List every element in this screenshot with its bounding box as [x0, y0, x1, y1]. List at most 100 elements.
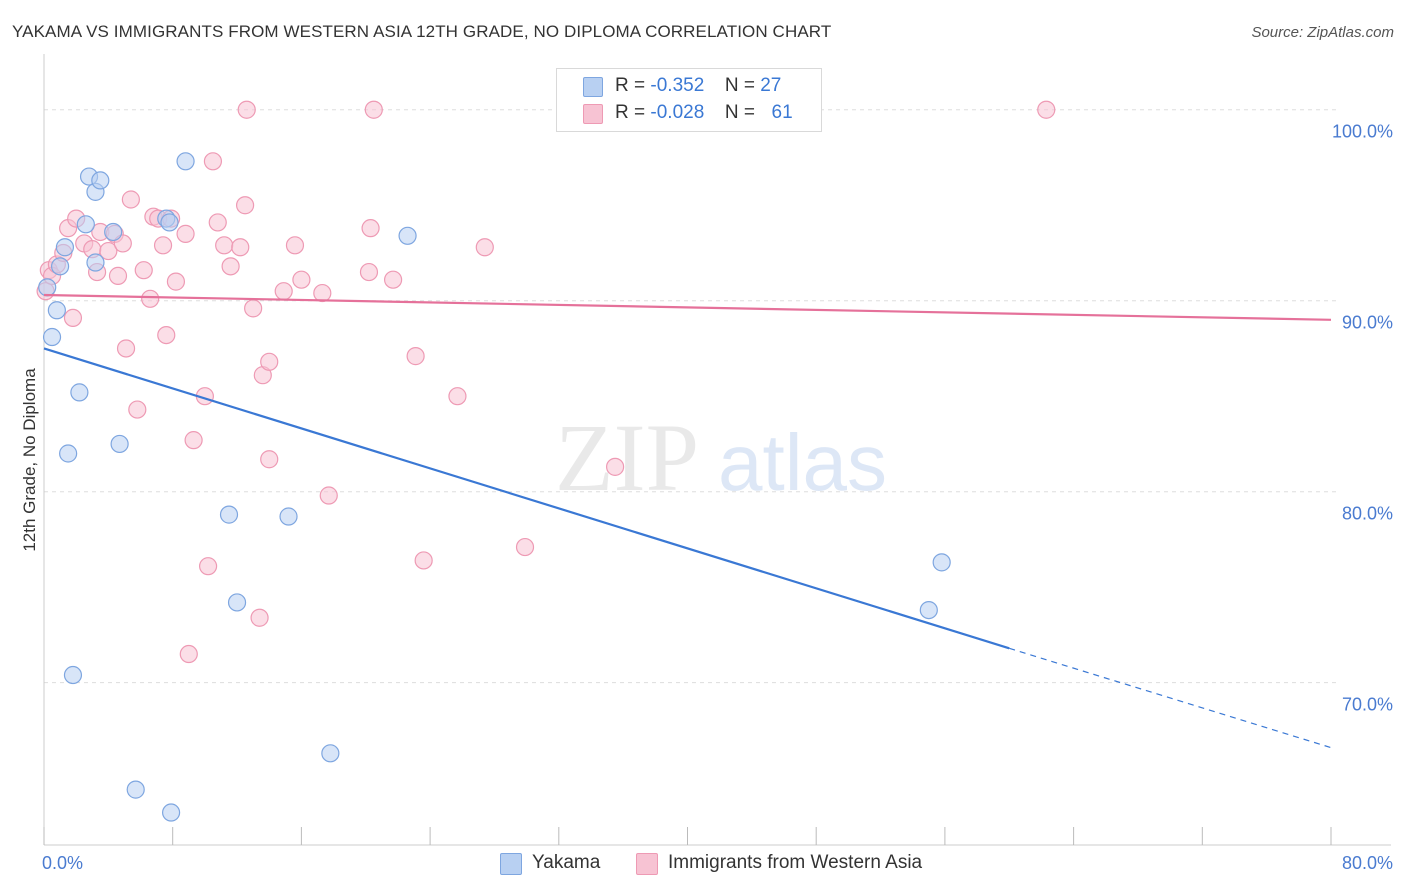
western-asia-point: [361, 219, 380, 238]
data-points: [36, 100, 1056, 822]
western-asia-point: [414, 551, 433, 570]
yakama-point: [104, 222, 123, 242]
yakama-point: [160, 213, 179, 232]
western-asia-point: [260, 450, 279, 469]
yakama-point: [126, 780, 145, 799]
western-asia-point: [260, 352, 279, 371]
yakama-point: [161, 803, 181, 822]
western-asia-legend-swatch: [636, 853, 658, 875]
yakama-point: [110, 434, 129, 454]
western-asia-point: [606, 457, 625, 476]
western-asia-point: [515, 537, 535, 557]
y-tick-label: 80.0%: [1342, 504, 1393, 524]
legend-n-label: N =: [724, 102, 755, 123]
western-asia-point: [231, 238, 250, 257]
watermark: ZIP atlas: [555, 404, 887, 511]
western-asia-swatch: [583, 104, 603, 124]
western-asia-point: [203, 152, 223, 171]
yakama-legend-swatch: [500, 853, 522, 875]
watermark-atlas: atlas: [718, 418, 887, 507]
western-asia-point: [448, 387, 467, 406]
tick-labels: 100.0% 90.0% 80.0% 70.0% 0.0% 80.0%: [42, 122, 1393, 873]
western-asia-point: [176, 224, 195, 243]
western-asia-point: [237, 100, 256, 119]
western-asia-point: [198, 557, 218, 576]
yakama-point: [63, 665, 83, 685]
yakama-point: [50, 257, 70, 276]
western-asia-point: [359, 262, 379, 282]
legend-n-value: 61: [771, 102, 793, 123]
yakama-point: [59, 444, 78, 463]
western-asia-point: [383, 270, 403, 289]
western-asia-point: [292, 270, 311, 289]
legend-n-label: N =: [724, 75, 755, 96]
western-asia-point: [1037, 100, 1056, 119]
series-legend-label: Immigrants from Western Asia: [668, 852, 923, 873]
western-asia-point: [121, 190, 140, 209]
watermark-zip: ZIP: [555, 404, 699, 511]
trend-lines: [43, 293, 1332, 749]
western-asia-point: [406, 347, 425, 366]
western-asia-point: [184, 431, 203, 450]
western-asia-point: [153, 236, 173, 255]
western-asia-point: [274, 282, 293, 301]
western-asia-point: [99, 241, 118, 261]
western-asia-point: [313, 283, 332, 303]
western-asia-point: [179, 644, 198, 664]
western-asia-point: [157, 325, 176, 345]
legend-row-western-asia: R = -0.028 N = 61: [557, 101, 821, 127]
yakama-point: [76, 215, 95, 234]
western-asia-trend-line: [43, 293, 1332, 321]
western-asia-point: [285, 236, 305, 255]
x-tick-label: 0.0%: [42, 853, 83, 873]
western-asia-point: [319, 486, 338, 505]
legend-r-value: -0.028: [650, 102, 705, 123]
yakama-trend-extension: [1009, 647, 1332, 749]
western-asia-point: [166, 272, 186, 291]
yakama-point: [919, 600, 938, 620]
yakama-point: [47, 301, 66, 320]
x-tick-label: 80.0%: [1342, 853, 1393, 873]
legend-n-value: 27: [760, 75, 782, 96]
yakama-point: [321, 744, 340, 763]
yakama-point: [279, 507, 298, 526]
yakama-point: [42, 327, 62, 347]
western-asia-point: [63, 308, 83, 328]
western-asia-point: [215, 236, 234, 255]
western-asia-point: [475, 238, 494, 257]
western-asia-point: [141, 289, 160, 308]
yakama-point: [86, 253, 105, 272]
source-credit: Source: ZipAtlas.com: [1251, 24, 1394, 41]
legend-r-value: -0.352: [650, 75, 705, 96]
y-tick-label: 70.0%: [1342, 695, 1393, 715]
western-asia-point: [108, 266, 128, 285]
series-legend: Yakama Immigrants from Western Asia: [0, 852, 1406, 876]
yakama-swatch: [583, 77, 603, 97]
yakama-point: [38, 278, 57, 297]
western-asia-point: [250, 608, 269, 627]
western-asia-point: [221, 257, 240, 276]
legend-r-label: R =: [615, 102, 646, 123]
yakama-point: [227, 593, 247, 612]
western-asia-point: [116, 339, 136, 358]
yakama-point: [398, 226, 417, 245]
axes: [43, 54, 1391, 846]
western-asia-point: [208, 213, 227, 232]
yakama-point: [176, 152, 195, 171]
western-asia-point: [364, 100, 383, 119]
legend-r-label: R =: [615, 75, 646, 96]
yakama-point: [70, 383, 89, 402]
legend-row-yakama: R = -0.352 N = 27: [557, 74, 821, 100]
western-asia-point: [235, 196, 255, 215]
y-tick-label: 90.0%: [1342, 313, 1393, 333]
yakama-point: [219, 505, 239, 524]
yakama-trend-line: [43, 347, 1010, 650]
yakama-point: [932, 553, 951, 572]
series-legend-label: Yakama: [532, 852, 601, 873]
western-asia-point: [134, 261, 153, 280]
yakama-point: [91, 171, 110, 190]
stats-legend: R = -0.352 N = 27 R = -0.028 N = 61: [556, 68, 822, 132]
y-tick-label: 100.0%: [1332, 122, 1393, 142]
western-asia-point: [244, 299, 263, 318]
